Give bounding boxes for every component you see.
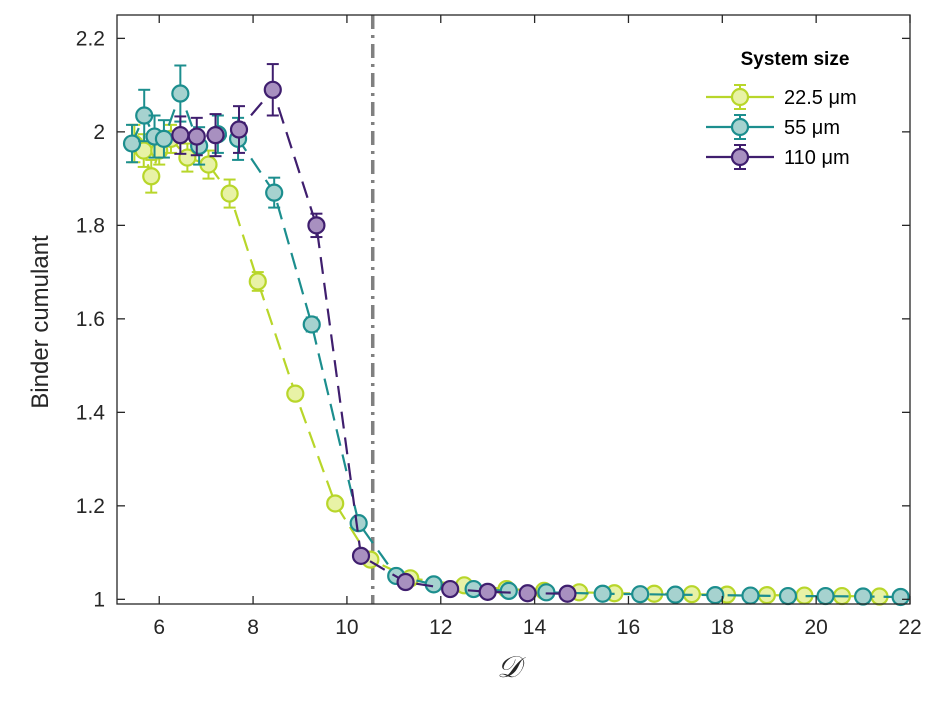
legend-entry-2: 55 μm: [706, 114, 840, 140]
data-point: [741, 586, 760, 605]
x-tick-label: 6: [153, 616, 165, 639]
data-point: [187, 127, 206, 146]
data-point: [593, 584, 612, 603]
data-point: [499, 581, 518, 601]
y-tick-label: 1.6: [76, 308, 105, 331]
legend-label: 55 μm: [784, 117, 840, 139]
data-point: [478, 582, 497, 601]
x-tick-label: 12: [429, 616, 452, 639]
x-axis-label: 𝒟: [497, 650, 526, 685]
x-tick-label: 14: [523, 616, 547, 639]
data-point: [666, 585, 685, 604]
data-point: [558, 584, 577, 603]
data-point: [816, 586, 835, 606]
x-tick-label: 16: [617, 616, 640, 639]
data-point: [518, 584, 537, 603]
data-point: [326, 494, 345, 513]
data-point: [229, 120, 249, 139]
axes-box: [116, 14, 911, 605]
legend-title: System size: [741, 49, 850, 70]
y-axis-label: Binder cumulant: [27, 235, 54, 409]
axes-layer: 6 8 10 12 14 16 18 20 22 1 1.2 1.4 1.6 1.8 2 2.2: [76, 14, 922, 639]
data-point: [206, 126, 225, 145]
data-point: [349, 514, 368, 533]
x-tick-label: 20: [804, 616, 827, 639]
x-tick-label: 18: [711, 616, 734, 639]
legend-marker: [730, 87, 750, 107]
data-point: [122, 134, 142, 153]
legend: System size 22.5 μm 55 μm 110 μm: [706, 49, 857, 170]
legend-label: 110 μm: [784, 147, 850, 169]
legend-marker: [730, 117, 750, 137]
legend-entry-1: 22.5 μm: [706, 84, 857, 110]
y-tick-label: 2.2: [76, 27, 105, 50]
plot-area: [117, 15, 910, 604]
y-tick-label: 1.4: [76, 401, 106, 424]
data-point: [286, 384, 305, 403]
data-point: [302, 315, 321, 334]
y-tick-label: 1: [93, 588, 105, 611]
data-point: [171, 84, 190, 103]
data-point: [220, 184, 239, 203]
data-point: [171, 126, 190, 145]
y-tick-label: 1.2: [76, 495, 105, 518]
data-point: [142, 167, 161, 186]
series-3: [171, 63, 577, 603]
x-tick-label: 10: [335, 616, 358, 639]
data-point: [537, 583, 556, 602]
data-point: [891, 587, 910, 607]
y-tick-label: 1.8: [76, 214, 105, 237]
data-point: [706, 586, 725, 605]
data-point: [853, 587, 873, 606]
data-point: [441, 579, 460, 599]
data-point: [307, 216, 326, 235]
data-point: [351, 546, 371, 565]
data-point: [778, 586, 798, 606]
data-point: [631, 585, 650, 604]
data-point: [424, 575, 443, 594]
data-point: [248, 272, 267, 291]
data-point: [265, 183, 284, 202]
data-point: [263, 80, 282, 99]
data-point: [396, 572, 415, 592]
data-point: [154, 129, 174, 148]
plot-background: [117, 15, 910, 604]
x-tick-label: 8: [247, 616, 259, 639]
x-tick-label: 22: [898, 616, 921, 639]
y-tick-label: 2: [93, 121, 105, 144]
legend-entry-3: 110 μm: [706, 144, 850, 170]
legend-marker: [730, 147, 750, 167]
legend-label: 22.5 μm: [784, 87, 857, 109]
